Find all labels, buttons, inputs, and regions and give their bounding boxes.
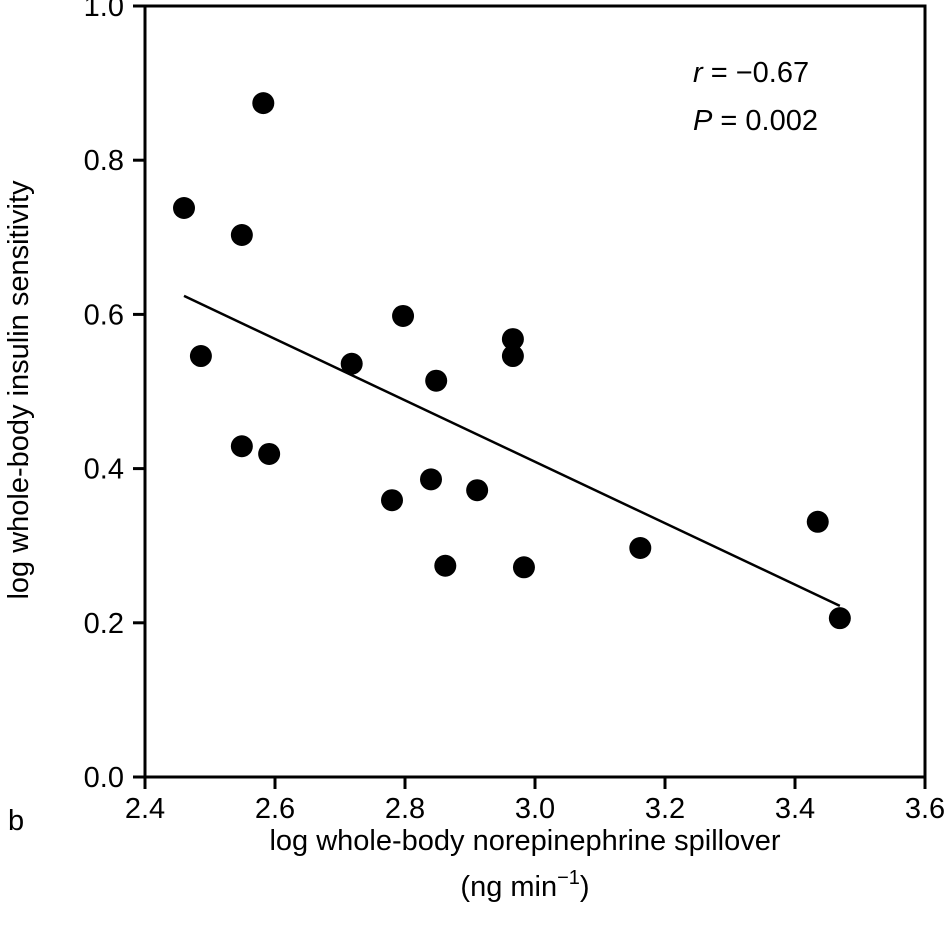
data-point [252, 92, 275, 115]
y-tick-label: 0.6 [84, 299, 124, 331]
data-point [501, 328, 524, 351]
data-point [466, 479, 489, 502]
data-point [512, 556, 535, 579]
y-axis-label: log whole-body insulin sensitivity [3, 180, 35, 600]
data-point [420, 468, 442, 491]
y-tick-label: 0.2 [84, 608, 124, 640]
data-point [501, 345, 524, 368]
x-tick-label: 3.4 [775, 793, 815, 825]
data-point [806, 510, 829, 533]
data-point [425, 369, 448, 392]
panel-label: b [8, 805, 24, 837]
x-axis-label: log whole-body norepinephrine spillover [269, 825, 780, 857]
data-point [230, 435, 253, 458]
y-tick-label: 1.0 [84, 0, 124, 23]
y-tick-label: 0.4 [84, 454, 124, 486]
data-point [258, 442, 281, 465]
y-tick-label: 0.0 [84, 762, 124, 794]
data-point [392, 304, 415, 327]
data-point [173, 197, 195, 220]
regression-line [183, 294, 841, 607]
data-point [230, 223, 253, 246]
x-tick-label: 2.4 [125, 793, 165, 825]
y-tick-label: 0.8 [84, 145, 124, 177]
data-point [828, 607, 851, 630]
x-axis-units: (ng min−1) [460, 867, 589, 903]
x-tick-label: 3.2 [645, 793, 685, 825]
x-tick-label: 3.0 [515, 793, 555, 825]
x-tick-label: 2.8 [385, 793, 425, 825]
x-tick-label: 2.6 [255, 793, 295, 825]
data-point [629, 537, 652, 560]
x-tick-label: 3.6 [905, 793, 945, 825]
p-annotation: P = 0.002 [693, 105, 818, 137]
data-point [434, 554, 457, 577]
r-annotation: r = −0.67 [693, 57, 809, 89]
data-point [340, 352, 363, 375]
data-point [189, 345, 212, 368]
data-point [381, 489, 403, 512]
